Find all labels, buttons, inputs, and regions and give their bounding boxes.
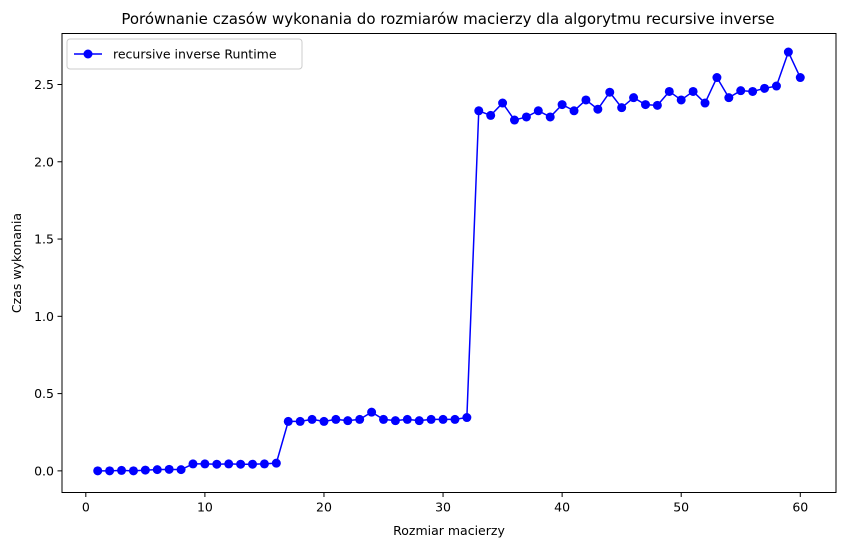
data-point (640, 100, 650, 110)
data-point (652, 100, 662, 110)
data-point (367, 407, 377, 417)
data-point (188, 459, 198, 469)
y-axis: 0.0 0.5 1.0 1.5 2.0 2.5 (34, 77, 62, 478)
data-point (545, 112, 555, 122)
data-point (414, 416, 424, 426)
data-point (593, 104, 603, 114)
data-point (176, 465, 186, 475)
data-point (93, 466, 103, 476)
data-point (212, 459, 222, 469)
data-point (295, 416, 305, 426)
data-point (117, 465, 127, 475)
data-point (224, 459, 234, 469)
data-point (379, 414, 389, 424)
data-point (498, 98, 508, 108)
x-tick-label: 30 (435, 500, 451, 515)
data-point (271, 458, 281, 468)
data-point (736, 86, 746, 96)
data-point (438, 414, 448, 424)
data-point (605, 87, 615, 97)
data-point (152, 465, 162, 475)
data-point (783, 47, 793, 57)
data-point (307, 414, 317, 424)
y-tick-label: 0.5 (34, 386, 54, 401)
y-tick-label: 2.5 (34, 77, 54, 92)
data-point (569, 106, 579, 116)
y-tick-label: 0.0 (34, 463, 54, 478)
x-tick-label: 20 (316, 500, 332, 515)
data-point (760, 83, 770, 93)
x-axis-title: Rozmiar macierzy (393, 523, 505, 538)
legend-box (66, 38, 303, 70)
data-point (712, 73, 722, 83)
data-point (402, 414, 412, 424)
data-point (140, 465, 150, 475)
data-point (629, 93, 639, 103)
data-point (331, 414, 341, 424)
data-point (533, 106, 543, 116)
data-point (355, 414, 365, 424)
x-tick-label: 10 (197, 500, 213, 515)
data-point (748, 86, 758, 96)
data-point (509, 115, 519, 125)
data-point (617, 103, 627, 113)
data-point (676, 95, 686, 105)
plot-area-frame (61, 33, 837, 493)
x-tick-label: 60 (792, 500, 808, 515)
data-point (343, 416, 353, 426)
data-point (581, 95, 591, 105)
legend-label: recursive inverse Runtime (113, 47, 277, 62)
x-axis: 0 10 20 30 40 50 60 (82, 492, 808, 515)
data-point (688, 86, 698, 96)
data-point (462, 413, 472, 423)
y-tick-label: 2.0 (34, 154, 54, 169)
data-point (164, 464, 174, 474)
legend: recursive inverse Runtime (66, 38, 303, 70)
y-tick-label: 1.5 (34, 232, 54, 247)
chart-title: Porównanie czasów wykonania do rozmiarów… (121, 10, 774, 28)
x-tick-label: 40 (554, 500, 570, 515)
data-point (319, 416, 329, 426)
series-layer (93, 47, 805, 476)
series-line (97, 51, 801, 472)
legend-marker-swatch (83, 49, 93, 59)
data-point (664, 86, 674, 96)
data-point (248, 459, 258, 469)
data-point (724, 93, 734, 103)
data-point (700, 98, 710, 108)
data-point (283, 416, 293, 426)
data-point (795, 73, 805, 83)
x-tick-label: 50 (673, 500, 689, 515)
y-axis-title: Czas wykonania (9, 213, 24, 313)
y-tick-label: 1.0 (34, 309, 54, 324)
data-point (426, 414, 436, 424)
data-point (474, 106, 484, 116)
data-point (486, 110, 496, 120)
data-point (521, 112, 531, 122)
data-point (450, 414, 460, 424)
x-tick-label: 0 (82, 500, 90, 515)
data-point (259, 459, 269, 469)
data-point (105, 466, 115, 476)
data-point (771, 81, 781, 91)
data-point (236, 459, 246, 469)
data-point (557, 100, 567, 110)
data-point (128, 466, 138, 476)
data-point (390, 416, 400, 426)
data-point (200, 459, 210, 469)
